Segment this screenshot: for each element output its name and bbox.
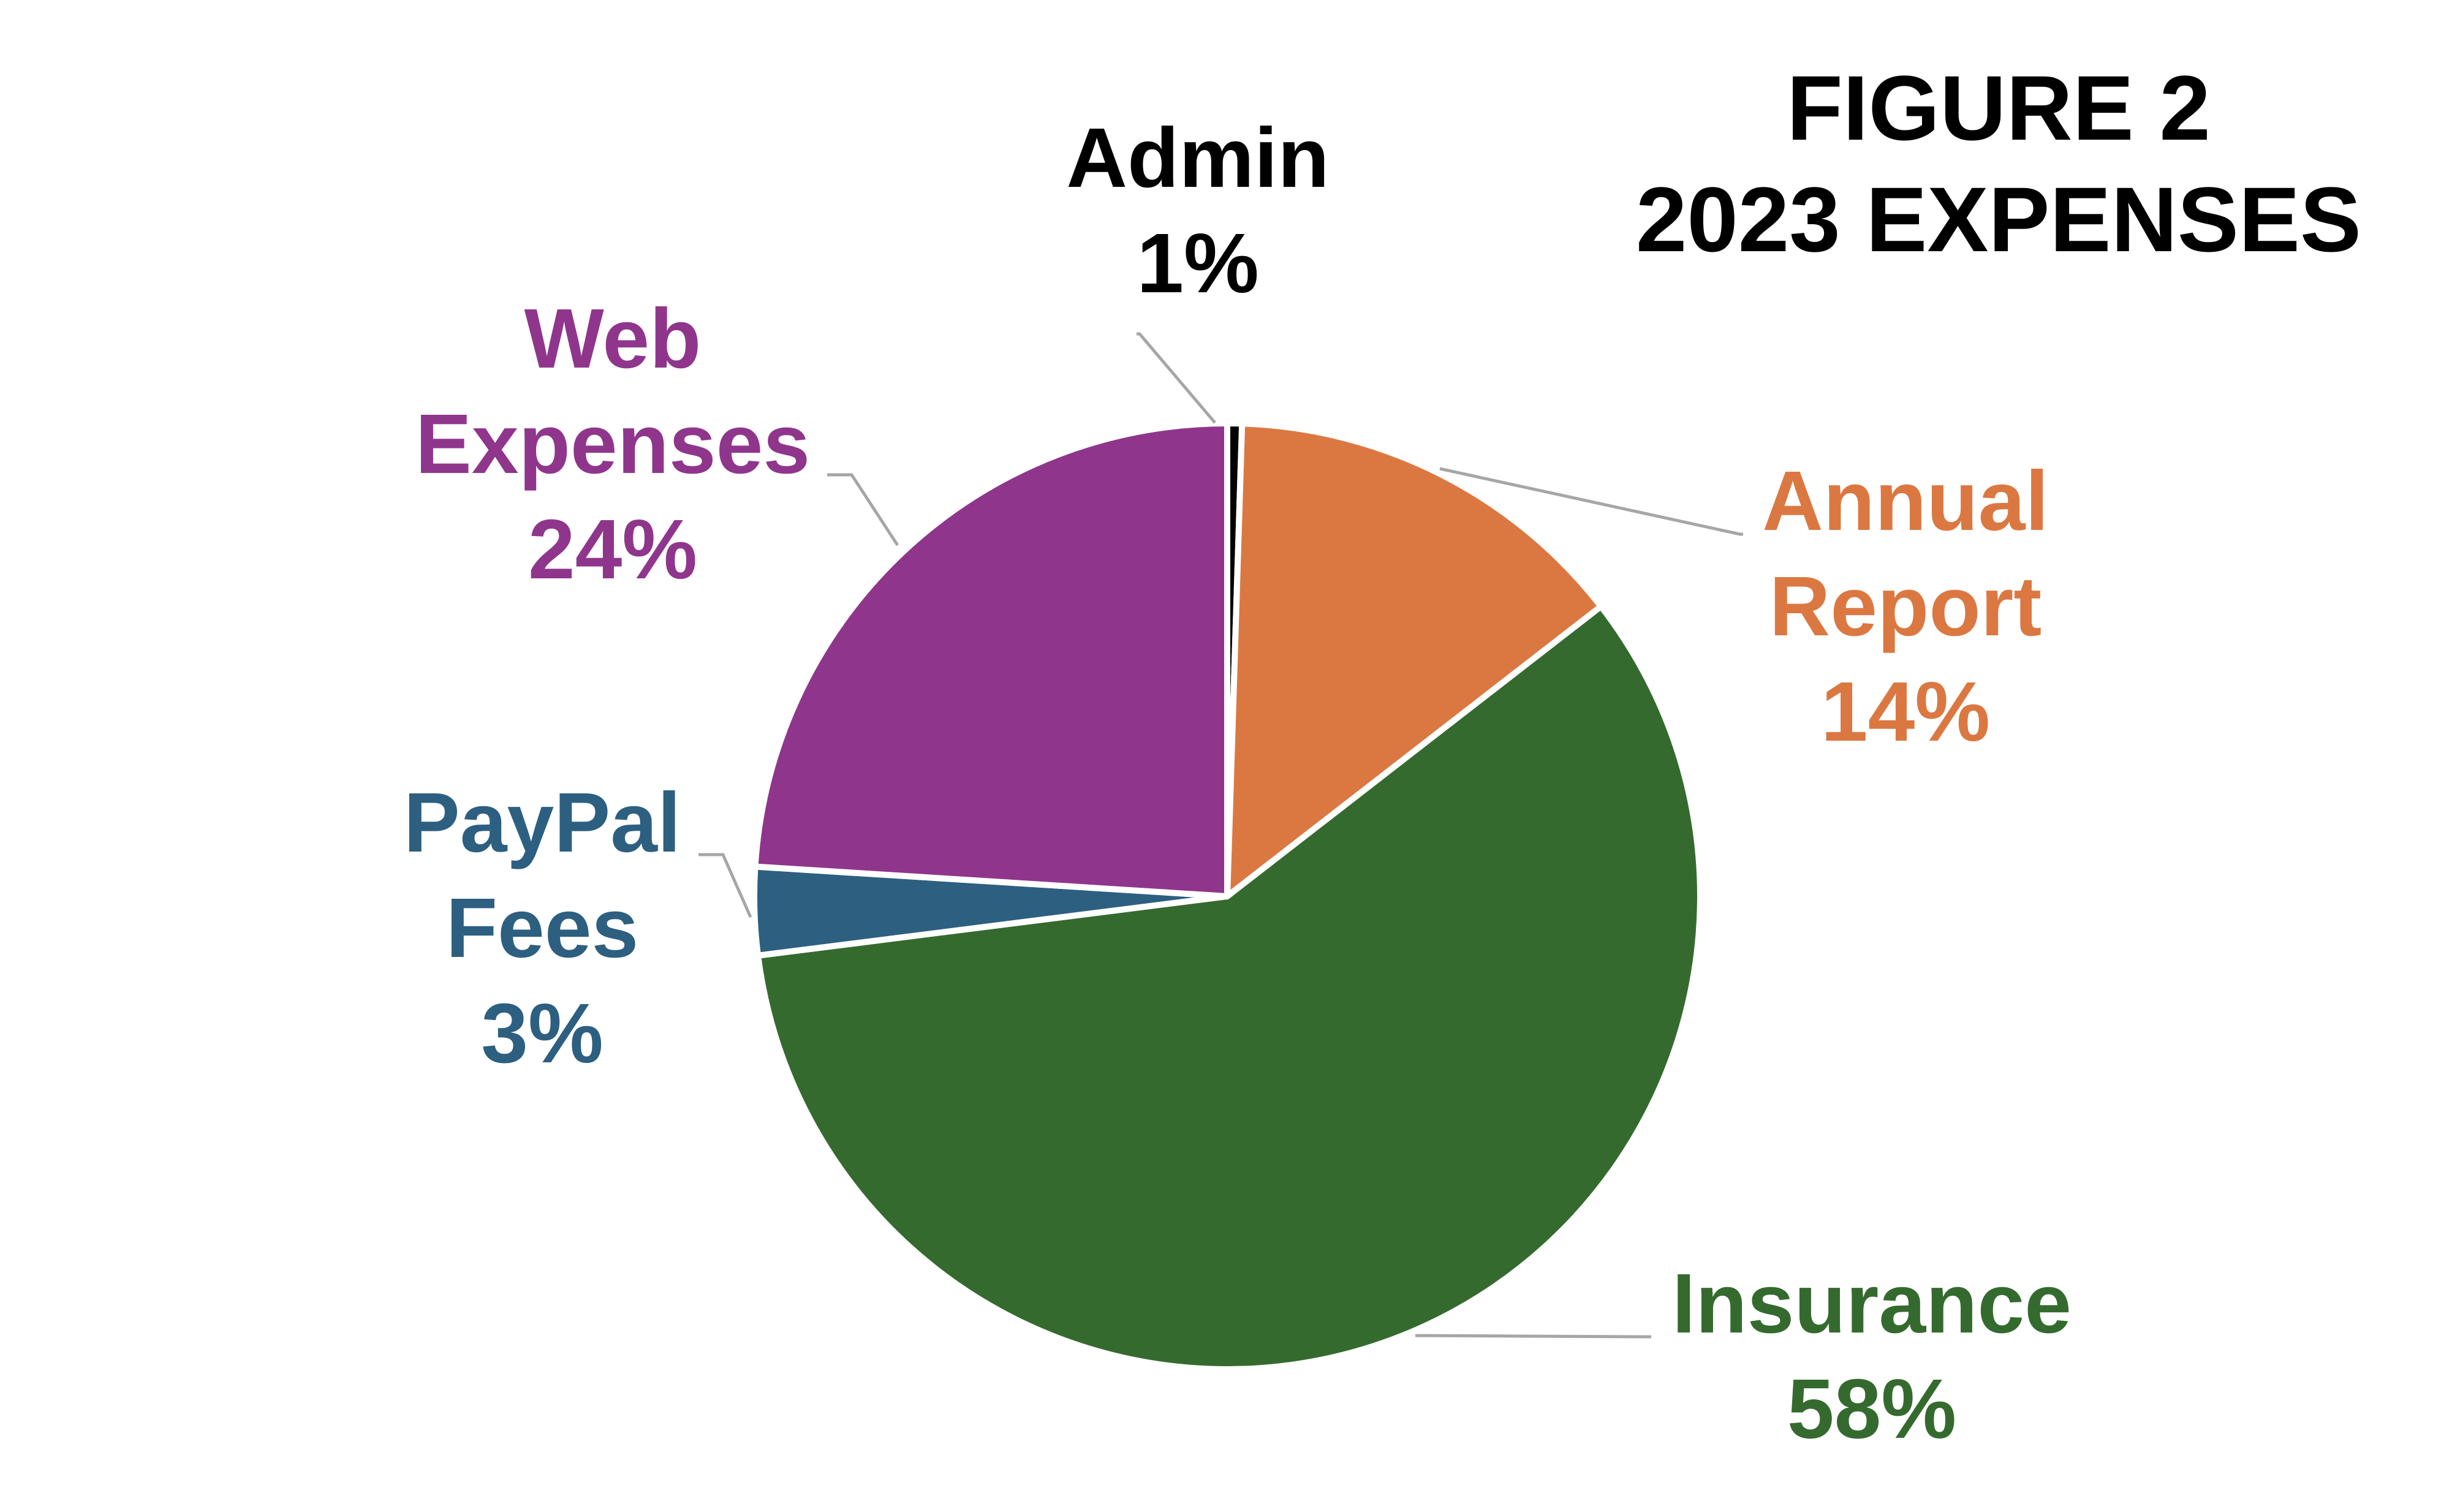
chart-title: FIGURE 2 2023 EXPENSES: [1636, 56, 2361, 271]
data-label-name: Admin: [1066, 111, 1329, 205]
pie-slice-web-expenses: [752, 420, 1230, 899]
leader-lines-group: [698, 332, 1743, 1339]
data-label-name: Report: [1769, 559, 2042, 654]
data-label-percent: 1%: [1137, 216, 1258, 311]
chart-title-line-2: 2023 EXPENSES: [1636, 168, 2361, 271]
leader-line: [1439, 467, 1743, 536]
data-label-name: Annual: [1762, 454, 2049, 548]
data-label: Insurance 58%: [1672, 1257, 2072, 1456]
data-label-percent: 58%: [1787, 1362, 1956, 1456]
slices-group: [751, 420, 1704, 1372]
pie-slice-insurance: [755, 603, 1704, 1372]
chart-title-line-1: FIGURE 2: [1787, 56, 2211, 159]
leader-line: [827, 473, 899, 546]
data-label-percent: 24%: [528, 502, 697, 597]
data-label: Web Expenses 24%: [415, 292, 810, 597]
data-label: Annual Report 14%: [1762, 454, 2049, 759]
leader-line: [698, 853, 752, 918]
data-label-percent: 14%: [1821, 665, 1990, 759]
leader-line: [1137, 332, 1216, 424]
data-label: Admin 1%: [1066, 111, 1329, 311]
data-label: PayPal Fees 3%: [404, 776, 681, 1081]
data-label-name: Insurance: [1672, 1257, 2072, 1351]
data-label-name: PayPal: [404, 776, 681, 870]
data-label-name: Fees: [446, 881, 639, 975]
data-label-percent: 3%: [481, 986, 603, 1081]
leader-line: [1415, 1334, 1651, 1339]
labels-group: Admin 1% Annual Report 14% Insurance 58% PayPal…: [404, 111, 2072, 1456]
pie-slice-annual-report: [1224, 420, 1604, 899]
data-label-name: Web: [524, 292, 702, 386]
data-label-name: Expenses: [415, 397, 810, 491]
